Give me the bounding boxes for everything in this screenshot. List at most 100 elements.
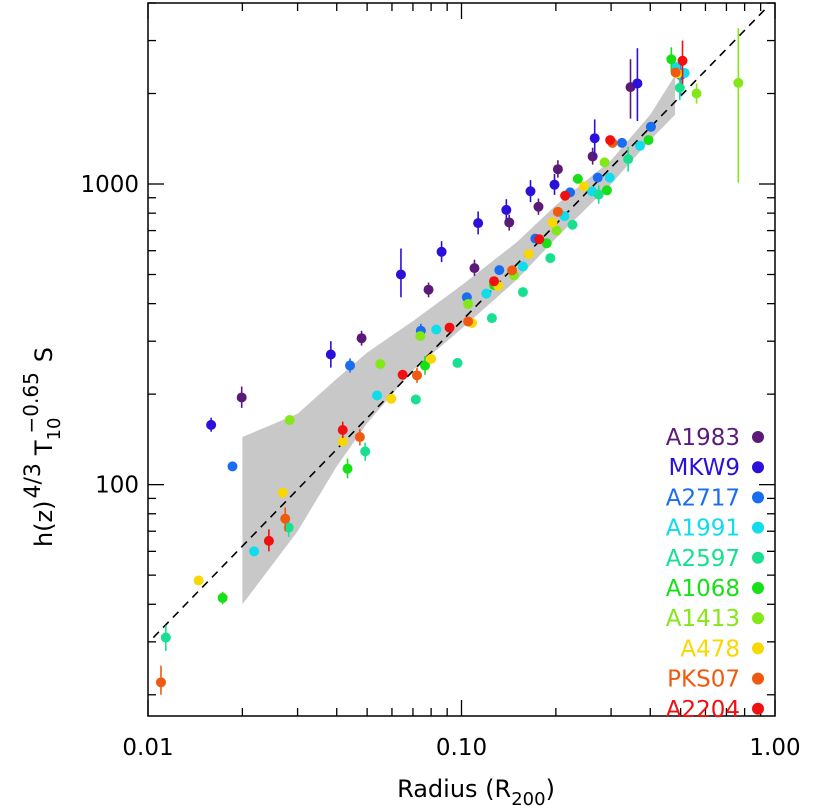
legend-label: A2717	[666, 485, 740, 511]
data-point	[494, 265, 505, 276]
legend-label: A2597	[666, 546, 740, 572]
x-axis-title: Radius (R200)	[397, 775, 555, 810]
scatter-band	[242, 75, 676, 605]
y-axis-title-t-sub: 10	[44, 418, 65, 441]
axis-ticks: 0.01 0.10 1.00 100 1000	[80, 2, 801, 761]
data-point	[632, 78, 643, 89]
data-point	[674, 82, 685, 93]
data-point	[397, 369, 408, 380]
data-point	[599, 157, 610, 168]
fit-line-layer	[152, 5, 769, 639]
series-mkw9	[206, 48, 643, 432]
fit-line	[152, 5, 769, 639]
data-points	[155, 28, 744, 695]
data-point	[541, 238, 552, 249]
data-point	[426, 353, 437, 364]
legend-entry-a2717: A2717	[666, 485, 764, 511]
series-a2597	[160, 75, 685, 651]
legend-entry-a478: A478	[680, 636, 764, 662]
data-point	[579, 181, 590, 192]
data-point	[643, 135, 654, 146]
data-point	[463, 316, 474, 327]
legend-marker	[752, 431, 764, 443]
x-tick-label: 0.01	[122, 735, 173, 761]
y-tick-label: 1000	[80, 172, 139, 198]
legend-marker	[752, 702, 764, 715]
series-a2717	[227, 56, 686, 472]
y-axis-title-h-sup: 4/3	[21, 463, 46, 498]
data-point	[227, 461, 238, 472]
data-point	[360, 446, 371, 457]
x-tick-label: 1.00	[749, 735, 800, 761]
legend-entry-a1983: A1983	[666, 425, 764, 451]
data-point	[567, 219, 578, 230]
data-point	[415, 331, 426, 342]
data-point	[431, 324, 442, 335]
data-point	[236, 392, 247, 403]
data-point	[206, 419, 217, 430]
scatter-band-region	[242, 75, 676, 605]
data-point	[616, 137, 627, 148]
legend-label: MKW9	[669, 455, 740, 481]
legend-entry-a1991: A1991	[666, 516, 764, 542]
data-point	[601, 185, 612, 196]
data-point	[501, 204, 512, 215]
legend-marker	[752, 612, 764, 625]
data-point	[473, 218, 484, 229]
data-point	[386, 393, 397, 404]
y-axis-title-s: S	[30, 347, 58, 362]
data-point	[592, 172, 603, 183]
data-point	[160, 632, 171, 643]
legend-marker	[752, 491, 764, 504]
data-point	[552, 206, 563, 217]
legend-label: A1991	[666, 516, 740, 542]
data-point	[375, 358, 386, 369]
data-point	[534, 234, 545, 245]
data-point	[469, 263, 480, 274]
legend-label: A1413	[666, 606, 740, 632]
series-a1413	[284, 28, 744, 426]
data-point	[489, 276, 500, 287]
data-point	[263, 535, 274, 546]
data-point	[423, 284, 434, 295]
data-point	[572, 173, 583, 184]
data-point	[277, 487, 288, 498]
data-point	[517, 261, 528, 272]
x-tick-label: 0.10	[436, 735, 487, 761]
data-point	[452, 357, 463, 368]
data-point	[533, 201, 544, 212]
data-point	[589, 133, 600, 144]
data-point	[504, 217, 515, 228]
data-point	[549, 179, 560, 190]
legend-label: A1068	[666, 576, 740, 602]
series-a2204	[263, 40, 688, 552]
data-point	[593, 189, 604, 200]
data-point	[507, 265, 518, 276]
data-point	[410, 394, 421, 405]
data-point	[547, 217, 558, 228]
data-point	[523, 249, 534, 260]
x-axis-title-close: )	[546, 775, 555, 803]
legend-marker	[752, 582, 764, 594]
legend-label: A1983	[666, 425, 740, 451]
data-point	[372, 390, 383, 401]
data-point	[545, 253, 556, 264]
legend-label: A2204	[666, 697, 740, 723]
legend-entry-a1068: A1068	[666, 576, 764, 602]
data-point	[587, 151, 598, 162]
y-axis-title: h(z)4/3 T10−0.65 S	[19, 347, 65, 547]
data-point	[193, 575, 204, 586]
y-tick-label: 100	[95, 473, 139, 499]
data-point	[345, 360, 356, 371]
legend-entry-pks07: PKS07	[667, 667, 764, 693]
data-point	[155, 677, 166, 688]
y-axis-title-t-sup: −0.65	[19, 372, 43, 433]
data-point	[395, 269, 406, 280]
legend-entry-a2597: A2597	[666, 546, 764, 572]
y-axis-title-h: h(z)	[30, 500, 58, 547]
data-point	[525, 186, 536, 197]
legend-marker	[752, 672, 764, 685]
data-point	[517, 287, 528, 298]
data-point	[551, 225, 562, 236]
